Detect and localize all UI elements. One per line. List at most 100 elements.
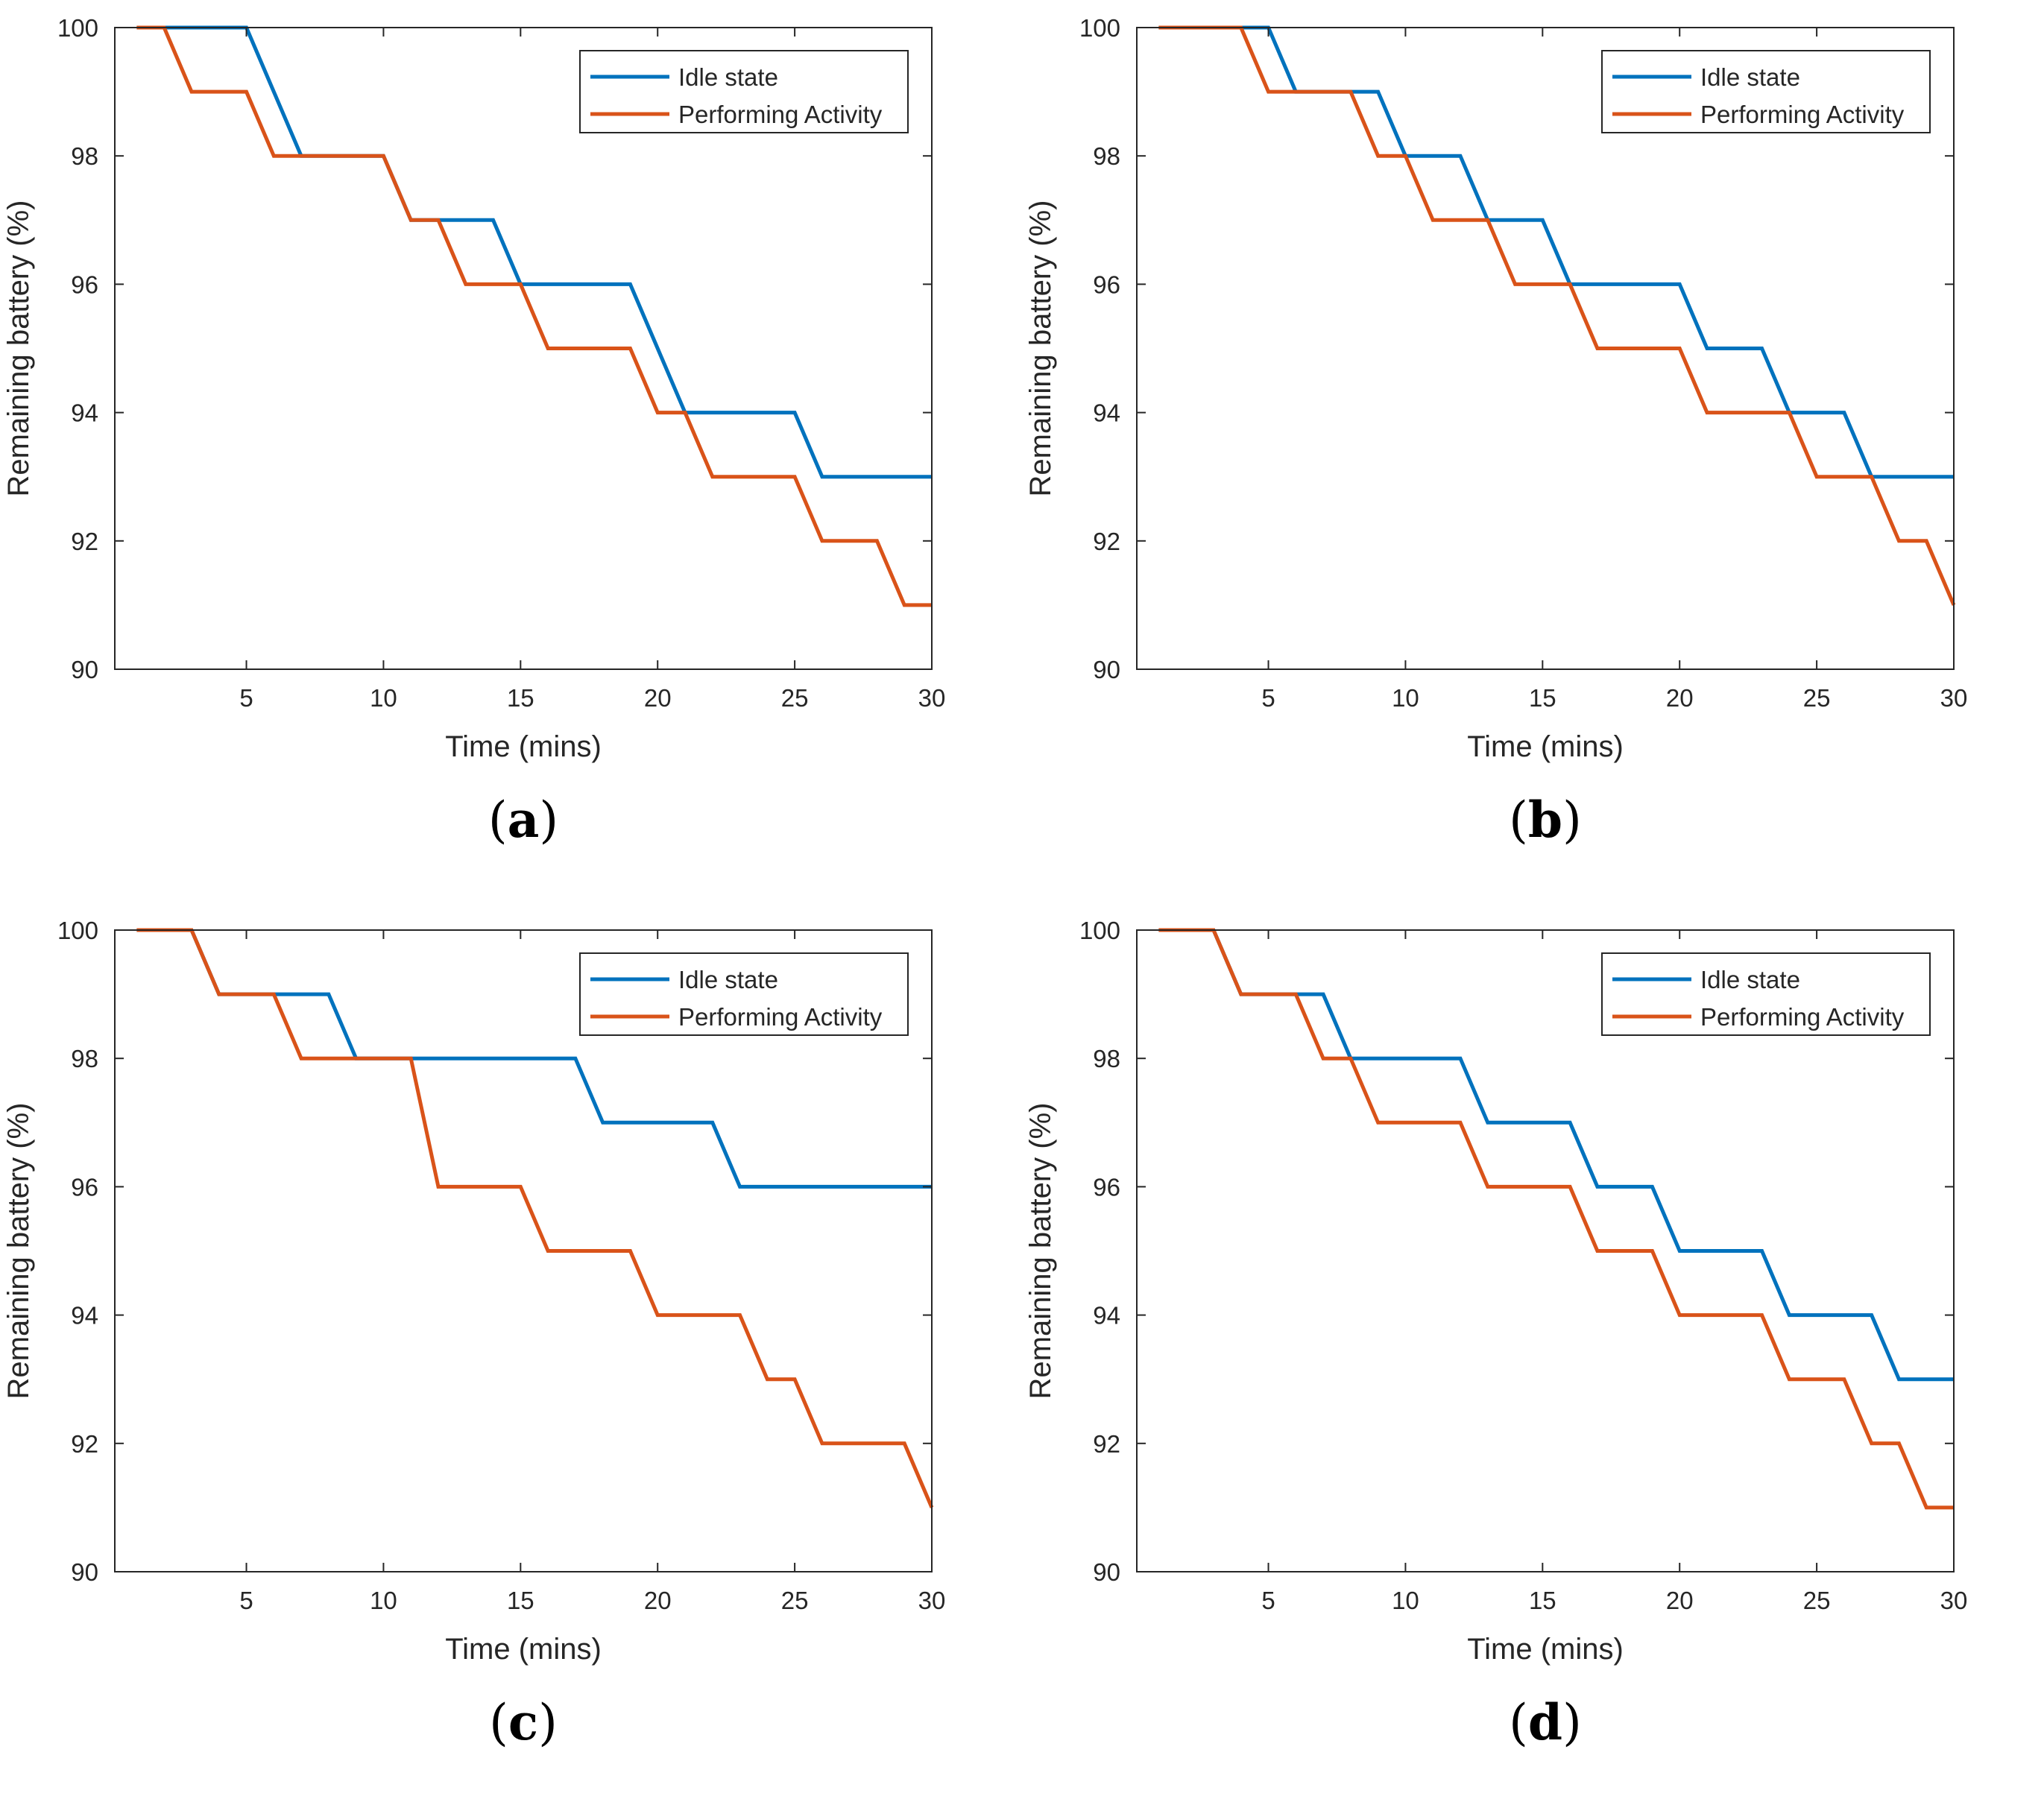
series-line-performing-activity — [1158, 928, 1954, 1510]
y-axis-label: Remaining battery (%) — [1024, 200, 1057, 497]
chart-b: 5 10 15 20 25 30 90 92 94 96 98 100 Time (mins) Remai… — [1024, 14, 1968, 849]
series-line-performing-activity — [136, 928, 934, 1508]
y-tick-label: 92 — [71, 528, 98, 555]
y-tick-label: 94 — [71, 1302, 98, 1330]
y-tick-label: 98 — [71, 142, 98, 170]
x-axis-label: Time (mins) — [445, 1633, 602, 1666]
y-tick-label: 98 — [1093, 1045, 1120, 1072]
y-axis-label: Remaining battery (%) — [2, 1103, 35, 1400]
y-axis-label: Remaining battery (%) — [1024, 1103, 1057, 1400]
x-tick-label: 15 — [1529, 684, 1556, 712]
panel-caption: (a) — [488, 791, 558, 849]
legend-entry: Performing Activity — [678, 101, 883, 128]
axes-box — [1136, 27, 1955, 670]
y-tick-label: 94 — [1093, 399, 1120, 427]
x-tick-label: 25 — [1803, 1587, 1831, 1614]
caption-paren-open: ( — [489, 1694, 508, 1751]
caption-letter: d — [1528, 1693, 1562, 1751]
series-line-performing-activity — [136, 25, 932, 607]
x-tick-label: 20 — [1666, 1587, 1694, 1614]
x-tick-label: 20 — [1666, 684, 1694, 712]
x-tick-label: 30 — [918, 1587, 946, 1614]
x-axis-label: Time (mins) — [1467, 1633, 1624, 1666]
legend-entry: Performing Activity — [678, 1003, 883, 1031]
x-tick-label: 15 — [507, 1587, 534, 1614]
legend-entry: Idle state — [1700, 966, 1800, 993]
axes-box — [114, 27, 933, 670]
x-tick-label: 10 — [1392, 684, 1419, 712]
x-tick-label: 20 — [644, 684, 672, 712]
plot-area — [1137, 28, 1954, 669]
chart-panel-b: 5 10 15 20 25 30 90 92 94 96 98 100 Time (mins) Remai… — [1022, 0, 2044, 902]
series-line-performing-activity — [1158, 25, 1956, 606]
y-tick-label: 100 — [1079, 14, 1120, 42]
y-tick-label: 92 — [71, 1430, 98, 1458]
caption-letter: c — [508, 1693, 538, 1751]
y-tick-label: 94 — [71, 399, 98, 427]
legend-box — [579, 50, 909, 133]
x-tick-label: 15 — [1529, 1587, 1556, 1614]
x-axis-label: Time (mins) — [1467, 730, 1624, 763]
legend-entry: Performing Activity — [1700, 101, 1905, 128]
legend-entry: Idle state — [678, 966, 778, 993]
y-tick-label: 90 — [71, 656, 98, 683]
y-tick-label: 94 — [1093, 1302, 1120, 1330]
x-axis-label: Time (mins) — [445, 730, 602, 763]
legend-box — [579, 952, 909, 1036]
legend-entry: Idle state — [1700, 63, 1800, 91]
x-tick-label: 10 — [370, 684, 397, 712]
chart-panel-a: 5 10 15 20 25 30 90 92 94 96 98 100 Time (mins) Remai… — [0, 0, 1022, 902]
chart-c: 5 10 15 20 25 30 90 92 94 96 98 100 Time (mins) Remai… — [2, 917, 946, 1751]
caption-letter: a — [508, 791, 540, 849]
x-tick-label: 10 — [370, 1587, 397, 1614]
x-tick-label: 5 — [1261, 684, 1275, 712]
y-tick-label: 98 — [1093, 142, 1120, 170]
plot-area — [115, 28, 932, 669]
series-line-idle-state — [136, 25, 932, 479]
plot-area — [1137, 930, 1954, 1572]
legend-entry: Performing Activity — [1700, 1003, 1905, 1031]
y-tick-label: 90 — [71, 1558, 98, 1586]
axes-box — [114, 929, 933, 1572]
x-tick-label: 15 — [507, 684, 534, 712]
x-tick-label: 5 — [1261, 1587, 1275, 1614]
panel-caption: (c) — [489, 1693, 558, 1751]
x-tick-label: 25 — [1803, 684, 1831, 712]
x-tick-label: 25 — [781, 1587, 809, 1614]
y-tick-label: 100 — [1079, 917, 1120, 944]
x-tick-label: 25 — [781, 684, 809, 712]
y-tick-label: 92 — [1093, 528, 1120, 555]
plot-area — [115, 930, 932, 1572]
y-tick-label: 92 — [1093, 1430, 1120, 1458]
chart-d: 5 10 15 20 25 30 90 92 94 96 98 100 Time (mins) Remai… — [1024, 917, 1968, 1751]
panel-caption: (b) — [1509, 791, 1582, 849]
caption-paren-close: ) — [1562, 1694, 1582, 1751]
chart-panel-c: 5 10 15 20 25 30 90 92 94 96 98 100 Time (mins) Remai… — [0, 902, 1022, 1805]
y-tick-label: 96 — [71, 1173, 98, 1201]
chart-panel-d: 5 10 15 20 25 30 90 92 94 96 98 100 Time (mins) Remai… — [1022, 902, 2044, 1805]
x-tick-label: 5 — [239, 1587, 253, 1614]
x-tick-label: 20 — [644, 1587, 672, 1614]
y-tick-label: 98 — [71, 1045, 98, 1072]
caption-paren-open: ( — [1509, 1694, 1528, 1751]
chart-a: 5 10 15 20 25 30 90 92 94 96 98 100 Time (mins) Remai… — [2, 14, 946, 849]
y-tick-label: 96 — [1093, 271, 1120, 298]
y-tick-label: 90 — [1093, 1558, 1120, 1586]
y-axis-label: Remaining battery (%) — [2, 200, 35, 497]
x-tick-label: 30 — [1940, 1587, 1968, 1614]
x-tick-label: 5 — [239, 684, 253, 712]
legend-box — [1601, 952, 1931, 1036]
legend-box — [1601, 50, 1931, 133]
caption-letter: b — [1528, 791, 1562, 849]
axes-box — [1136, 929, 1955, 1572]
y-tick-label: 100 — [57, 14, 98, 42]
caption-paren-open: ( — [488, 791, 508, 849]
x-tick-label: 30 — [1940, 684, 1968, 712]
x-tick-label: 10 — [1392, 1587, 1419, 1614]
caption-paren-close: ) — [538, 1694, 558, 1751]
caption-paren-close: ) — [1562, 791, 1582, 849]
y-tick-label: 96 — [71, 271, 98, 298]
caption-paren-close: ) — [539, 791, 558, 849]
x-tick-label: 30 — [918, 684, 946, 712]
caption-paren-open: ( — [1509, 791, 1528, 849]
